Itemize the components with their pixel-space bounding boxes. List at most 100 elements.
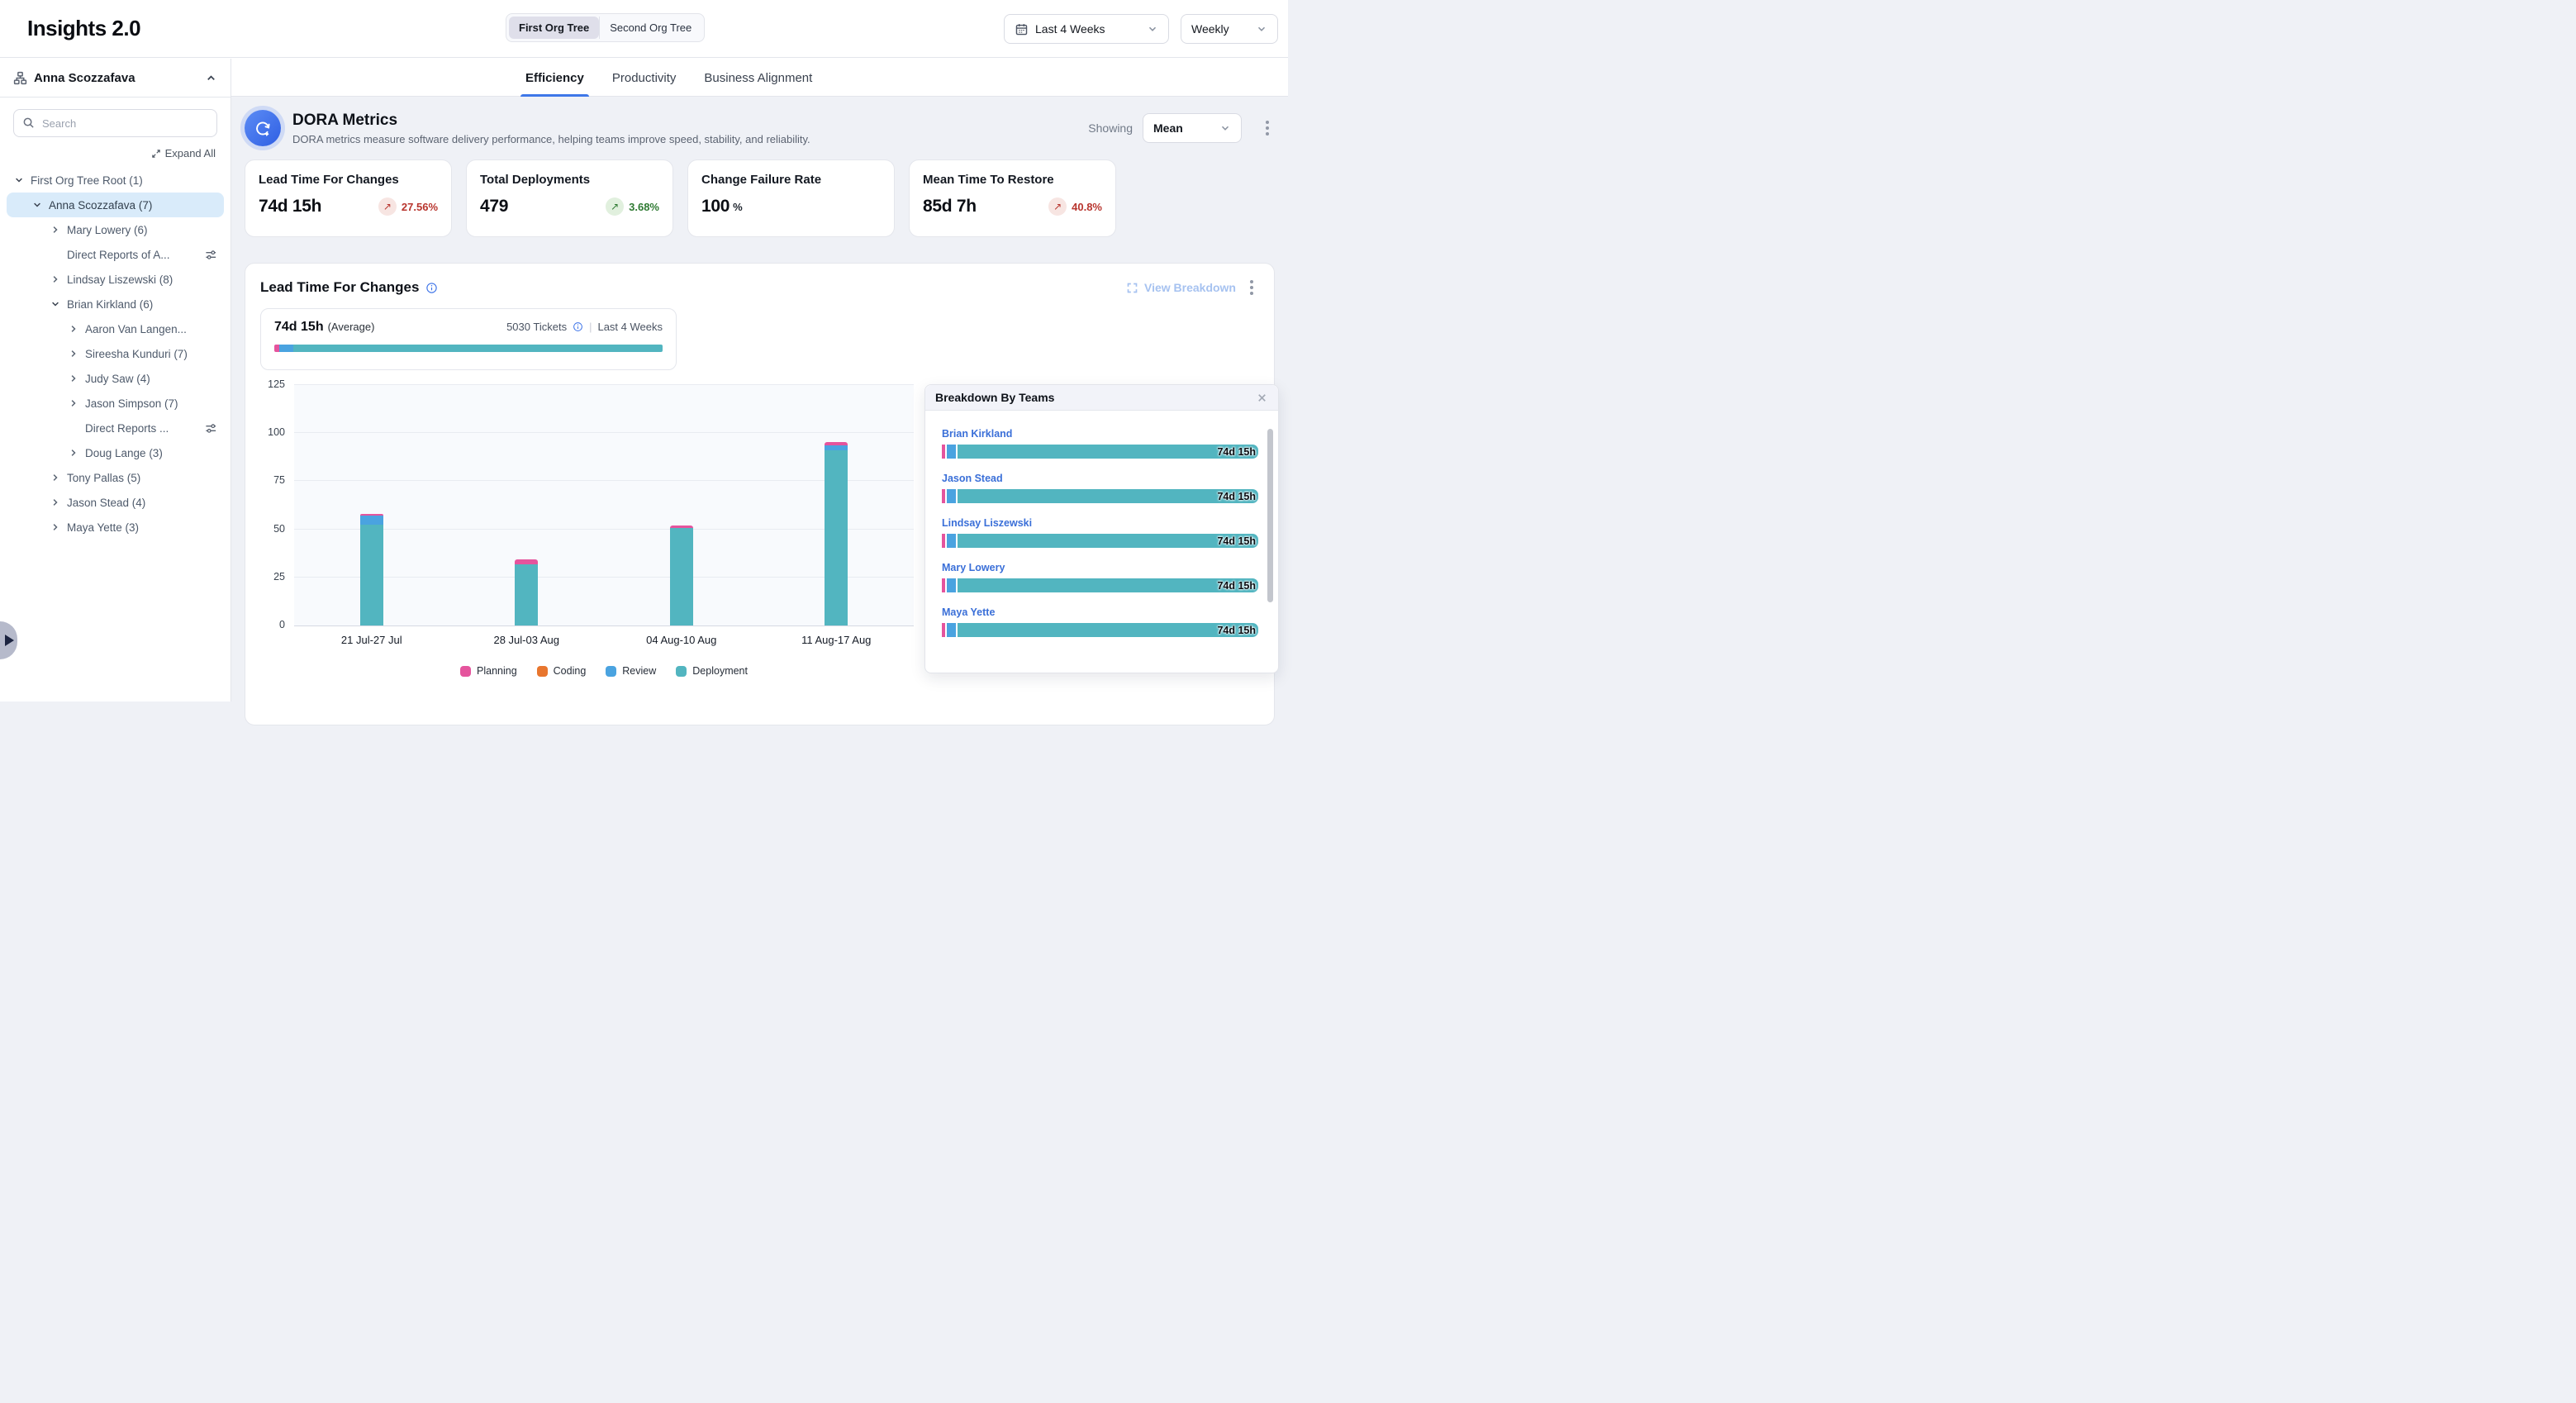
team-bar-segment-deployment: 74d 15h bbox=[958, 445, 1258, 459]
org-chart-icon bbox=[13, 71, 27, 85]
chevron-right-icon[interactable] bbox=[68, 323, 79, 335]
team-stacked-bar: 74d 15h bbox=[942, 445, 1258, 459]
breakdown-panel: Breakdown By Teams Brian Kirkland 74d 15h… bbox=[924, 384, 1279, 673]
chevron-right-icon[interactable] bbox=[68, 348, 79, 359]
expand-all-button[interactable]: Expand All bbox=[0, 142, 231, 166]
stacked-bar-2[interactable] bbox=[515, 559, 539, 625]
tree-item-aaron-van-langen[interactable]: Aaron Van Langen... bbox=[7, 316, 224, 341]
breakdown-panel-header: Breakdown By Teams bbox=[925, 385, 1278, 411]
stacked-bar-4[interactable] bbox=[825, 441, 848, 625]
search-input[interactable] bbox=[13, 109, 217, 137]
tree-item-mary-lowery-6[interactable]: Mary Lowery (6) bbox=[7, 217, 224, 242]
chevron-right-icon[interactable] bbox=[68, 447, 79, 459]
metric-card-total-deployments: Total Deployments 479 ↗ 3.68% bbox=[466, 159, 673, 237]
info-icon[interactable] bbox=[573, 321, 583, 332]
dora-titles: DORA Metrics DORA metrics measure softwa… bbox=[292, 112, 1088, 145]
content-area: DORA Metrics DORA metrics measure softwa… bbox=[231, 97, 1288, 725]
date-range-select[interactable]: Last 4 Weeks bbox=[1004, 14, 1169, 44]
chevron-right-icon[interactable] bbox=[50, 273, 61, 285]
panel-scrollbar-thumb[interactable] bbox=[1267, 429, 1273, 602]
tree-item-brian-kirkland-6[interactable]: Brian Kirkland (6) bbox=[7, 292, 224, 316]
fullscreen-icon bbox=[1126, 282, 1138, 294]
tree-item-first-org-tree-root-1[interactable]: First Org Tree Root (1) bbox=[7, 168, 224, 193]
chevron-down-icon bbox=[1256, 23, 1267, 35]
metric-card-value-row: 85d 7h ↗ 40.8% bbox=[923, 197, 1102, 216]
tree-item-label: Judy Saw (4) bbox=[85, 372, 150, 385]
tree-item-tony-pallas-5[interactable]: Tony Pallas (5) bbox=[7, 465, 224, 490]
team-bar-segment-deployment: 74d 15h bbox=[958, 534, 1258, 548]
tree-item-anna-scozzafava-7[interactable]: Anna Scozzafava (7) bbox=[7, 193, 224, 217]
team-bar-segment-planning bbox=[942, 623, 945, 637]
tree-item-label: Aaron Van Langen... bbox=[85, 322, 187, 335]
dora-kebab-menu[interactable] bbox=[1260, 119, 1275, 137]
top-header: Insights 2.0 First Org Tree Second Org Tr… bbox=[0, 0, 1288, 58]
metric-card-value-row: 479 ↗ 3.68% bbox=[480, 197, 659, 216]
gridline-75 bbox=[294, 480, 914, 482]
stacked-bar-1[interactable] bbox=[359, 514, 383, 625]
chevron-right-icon[interactable] bbox=[50, 521, 61, 533]
team-bar-segment-review bbox=[947, 623, 956, 637]
chevron-right-icon[interactable] bbox=[68, 397, 79, 409]
org-tree-toggle-option-2[interactable]: Second Org Tree bbox=[599, 17, 701, 39]
info-icon[interactable] bbox=[425, 282, 438, 294]
team-name-link[interactable]: Maya Yette bbox=[942, 606, 996, 618]
x-tick-4: 11 Aug-17 Aug bbox=[801, 634, 872, 646]
chevron-down-icon[interactable] bbox=[31, 199, 43, 211]
team-name-link[interactable]: Jason Stead bbox=[942, 473, 1003, 484]
filter-sliders-icon[interactable] bbox=[205, 249, 217, 261]
lead-time-title: Lead Time For Changes bbox=[260, 279, 438, 296]
metric-card-value: 74d 15h bbox=[259, 197, 322, 216]
metric-card-delta: ↗ 27.56% bbox=[378, 197, 438, 216]
chevron-right-icon[interactable] bbox=[50, 224, 61, 235]
filter-sliders-icon[interactable] bbox=[205, 422, 217, 435]
org-tree-toggle: First Org Tree Second Org Tree bbox=[506, 13, 706, 42]
team-bar-segment-review bbox=[947, 534, 956, 548]
sidebar-user-name: Anna Scozzafava bbox=[34, 70, 135, 85]
sidebar-header[interactable]: Anna Scozzafava bbox=[0, 59, 231, 97]
gridline-125 bbox=[294, 384, 914, 385]
summary-tickets: 5030 Tickets bbox=[506, 321, 568, 333]
team-name-link[interactable]: Brian Kirkland bbox=[942, 428, 1013, 440]
tree-item-jason-simpson-7[interactable]: Jason Simpson (7) bbox=[7, 391, 224, 416]
lead-time-header: Lead Time For Changes View Breakdown bbox=[260, 278, 1259, 297]
chevron-right-icon[interactable] bbox=[50, 472, 61, 483]
org-tree-toggle-option-1[interactable]: First Org Tree bbox=[509, 17, 600, 39]
aggregation-select[interactable]: Mean bbox=[1143, 113, 1242, 143]
chevron-right-icon[interactable] bbox=[68, 373, 79, 384]
insights-app: Insights 2.0 First Org Tree Second Org Tr… bbox=[0, 0, 1288, 725]
trend-up-icon: ↗ bbox=[378, 197, 397, 216]
chevron-down-icon[interactable] bbox=[50, 298, 61, 310]
team-bar-segment-planning bbox=[942, 578, 945, 592]
chevron-right-icon[interactable] bbox=[50, 497, 61, 508]
metric-card-delta-value: 3.68% bbox=[629, 200, 659, 213]
team-name-link[interactable]: Lindsay Liszewski bbox=[942, 517, 1033, 529]
tree-item-sireesha-kunduri-7[interactable]: Sireesha Kunduri (7) bbox=[7, 341, 224, 366]
view-breakdown-button[interactable]: View Breakdown bbox=[1126, 281, 1236, 294]
stacked-bar-3[interactable] bbox=[669, 525, 693, 625]
chevron-up-icon[interactable] bbox=[205, 72, 217, 84]
tree-item-judy-saw-4[interactable]: Judy Saw (4) bbox=[7, 366, 224, 391]
tree-item-lindsay-liszewski-8[interactable]: Lindsay Liszewski (8) bbox=[7, 267, 224, 292]
close-icon[interactable] bbox=[1256, 392, 1268, 404]
tree-item-jason-stead-4[interactable]: Jason Stead (4) bbox=[7, 490, 224, 515]
chevron-down-icon[interactable] bbox=[13, 174, 25, 186]
tree-item-direct-reports[interactable]: Direct Reports ... bbox=[7, 416, 224, 440]
team-name-link[interactable]: Mary Lowery bbox=[942, 562, 1005, 573]
metric-card-value: 85d 7h bbox=[923, 197, 977, 216]
lead-time-kebab-menu[interactable] bbox=[1244, 278, 1259, 297]
dora-title: DORA Metrics bbox=[292, 111, 398, 129]
tree-item-label: First Org Tree Root (1) bbox=[31, 174, 143, 187]
metric-card-value-row: 74d 15h ↗ 27.56% bbox=[259, 197, 438, 216]
tree-item-doug-lange-3[interactable]: Doug Lange (3) bbox=[7, 440, 224, 465]
sidebar-collapse-handle[interactable] bbox=[0, 621, 17, 659]
bar-segment-deployment bbox=[359, 524, 383, 625]
tab-business-alignment[interactable]: Business Alignment bbox=[704, 70, 813, 85]
tree-item-maya-yette-3[interactable]: Maya Yette (3) bbox=[7, 515, 224, 540]
granularity-select[interactable]: Weekly bbox=[1181, 14, 1278, 44]
metric-card-value: 100 bbox=[701, 197, 730, 216]
tree-item-direct-reports-of-a[interactable]: Direct Reports of A... bbox=[7, 242, 224, 267]
tab-productivity[interactable]: Productivity bbox=[611, 70, 677, 85]
dora-header: DORA Metrics DORA metrics measure softwa… bbox=[245, 110, 1275, 146]
tree-item-label: Anna Scozzafava (7) bbox=[49, 198, 153, 212]
tab-efficiency[interactable]: Efficiency bbox=[520, 59, 589, 97]
